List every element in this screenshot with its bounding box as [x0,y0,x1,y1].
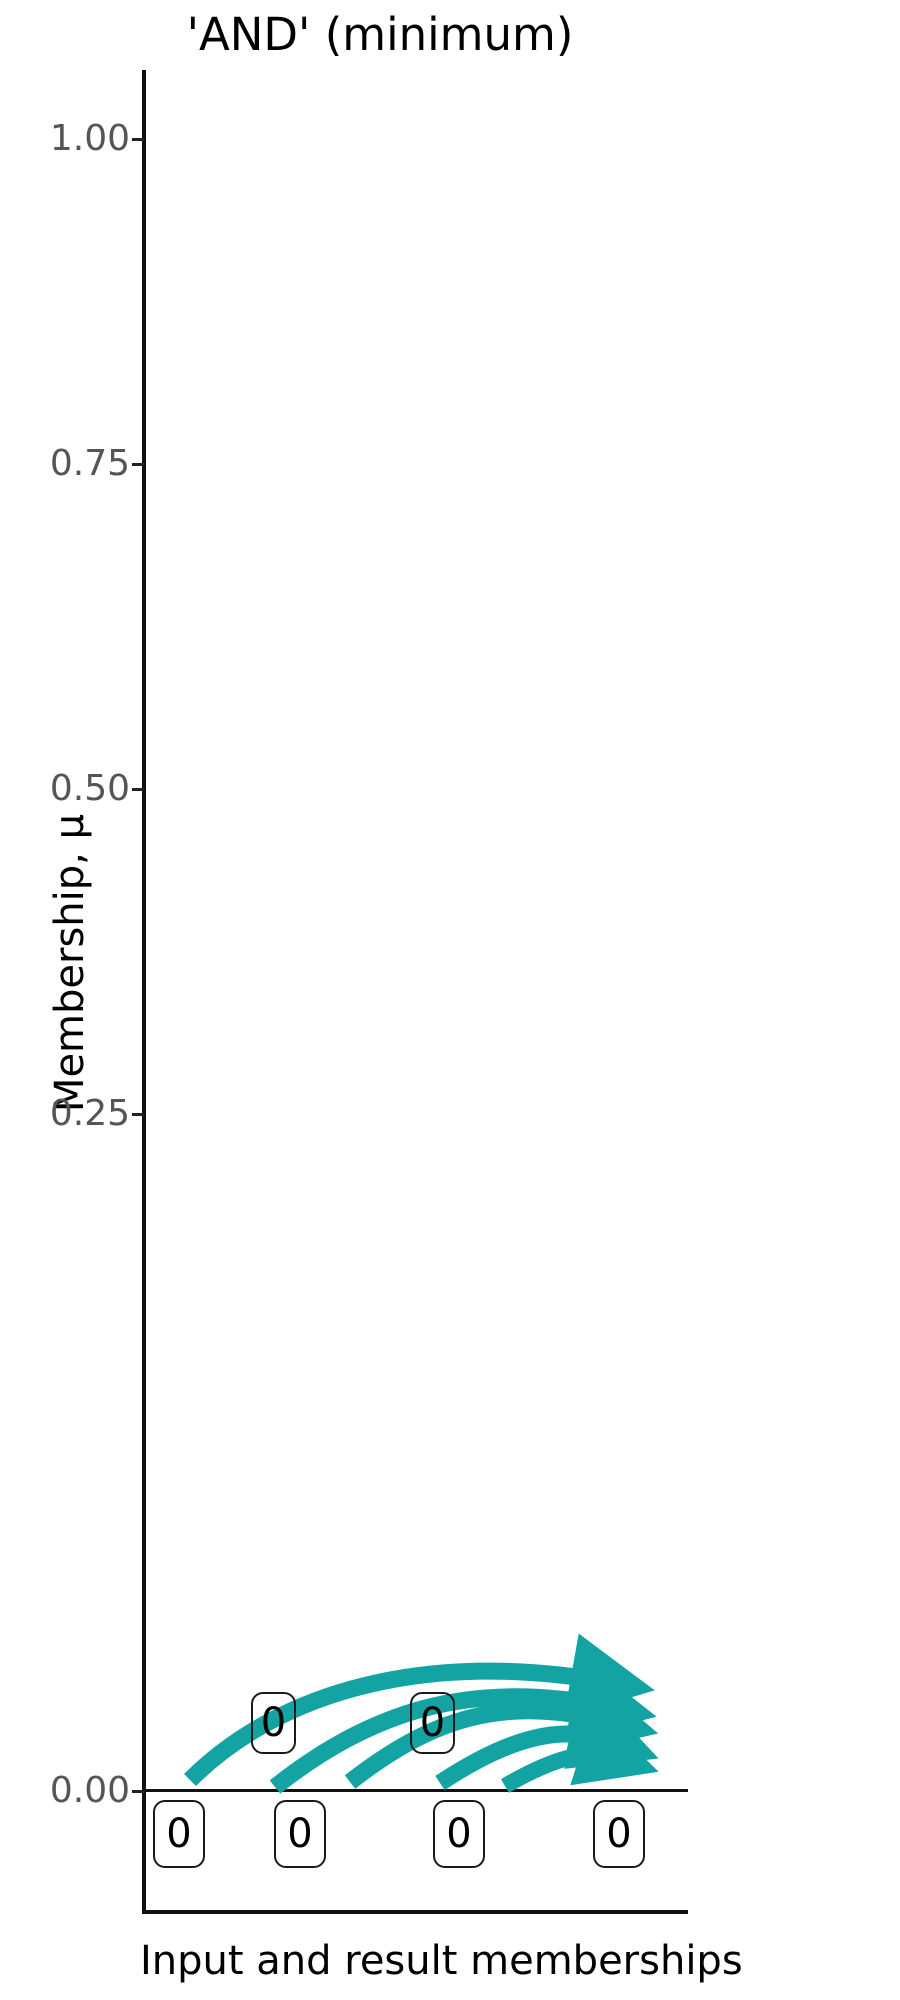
y-tick-mark [132,138,144,141]
input-node-label: 0 [166,1811,192,1857]
flow-arrow-1 [183,1633,655,1787]
flow-arrow-2 [269,1657,657,1794]
input-node-label: 0 [446,1811,472,1857]
y-axis-spine [142,70,146,1914]
y-tick-mark [132,463,144,466]
result-node-box[interactable]: 0 [593,1800,645,1868]
x-axis-spine [142,1910,688,1914]
y-tick-mark [132,1790,144,1793]
chart-title: 'AND' (minimum) [186,8,574,61]
result-node-label: 0 [606,1811,632,1857]
y-tick-mark [132,1113,144,1116]
y-tick-0.25: 0.25 [0,1093,130,1134]
y-tick-0.50: 0.50 [0,768,130,809]
flow-arrow-5 [500,1709,659,1793]
input-node-box-1[interactable]: 0 [153,1800,205,1868]
y-tick-label: 0.25 [49,1093,130,1134]
arrow-value-label: 0 [419,1700,446,1746]
x-axis-label: Input and result memberships [140,1938,743,1984]
y-tick-0.75: 0.75 [0,443,130,484]
y-tick-1.00: 1.00 [0,118,130,159]
arrow-value-label: 0 [260,1700,287,1746]
input-node-box-2[interactable]: 0 [274,1800,326,1868]
y-tick-mark [132,788,144,791]
input-node-box-3[interactable]: 0 [433,1800,485,1868]
zero-baseline [146,1789,688,1792]
arrow-value-box-1: 0 [251,1692,296,1754]
y-tick-label: 0.75 [49,443,130,484]
arrow-value-box-2: 0 [410,1692,455,1754]
y-tick-label: 0.50 [49,768,130,809]
y-tick-label: 0.00 [49,1770,130,1811]
y-tick-label: 1.00 [49,118,130,159]
input-node-label: 0 [287,1811,313,1857]
y-tick-0.00: 0.00 [0,1770,130,1811]
